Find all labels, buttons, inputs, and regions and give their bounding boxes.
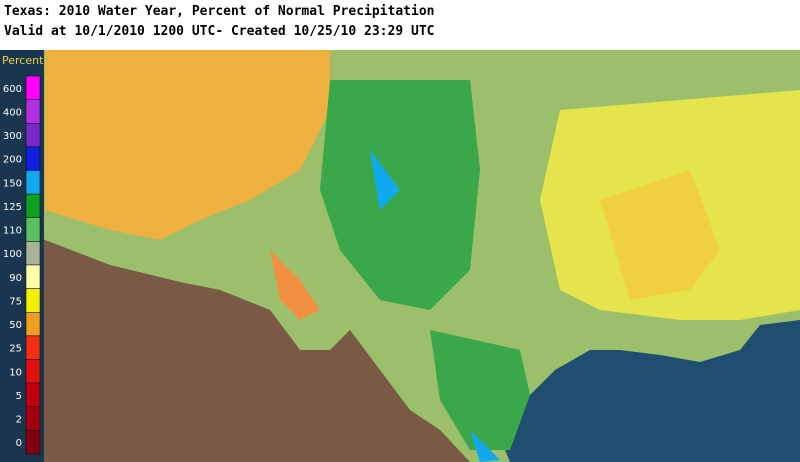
legend-swatch [25,288,41,313]
wet-central [320,80,480,310]
dry-west [45,50,330,240]
mexico [0,200,470,462]
legend-swatch [25,217,41,242]
legend-label: 90 [9,273,22,284]
legend-label: 75 [9,296,22,307]
legend-swatch [25,406,41,431]
legend-label: 300 [3,131,22,142]
legend-label: 50 [9,320,22,331]
map-title: Texas: 2010 Water Year, Percent of Norma… [4,4,435,19]
very-wet [370,150,500,462]
legend-label: 110 [3,226,22,237]
legend-label: 100 [3,249,22,260]
legend-swatch [25,193,41,218]
legend-swatch [25,99,41,124]
legend-label: 150 [3,178,22,189]
legend-swatch [25,335,41,360]
legend-swatch [25,312,41,337]
legend-swatch [25,146,41,171]
legend-label: 2 [16,415,22,426]
legend-label: 5 [16,391,22,402]
legend-label: 25 [9,344,22,355]
legend-swatch [25,75,41,100]
legend-label: 0 [16,438,22,449]
legend-swatch [25,430,41,455]
legend-swatch [25,241,41,266]
legend-swatch [25,359,41,384]
legend-label: 200 [3,155,22,166]
legend-swatch [25,382,41,407]
map: Percent600400300200150125110100907550251… [0,50,800,462]
wet-south [430,330,530,450]
legend-swatch [25,264,41,289]
legend-label: 10 [9,367,22,378]
legend-label: 400 [3,107,22,118]
dry-louisiana [600,170,720,300]
legend-label: 600 [3,84,22,95]
legend-label: 125 [3,202,22,213]
dry-trans-pecos [270,250,320,320]
legend-swatch [25,123,41,148]
legend-title: Percent [2,54,44,67]
map-subtitle: Valid at 10/1/2010 1200 UTC- Created 10/… [4,24,435,39]
legend-swatch [25,170,41,195]
